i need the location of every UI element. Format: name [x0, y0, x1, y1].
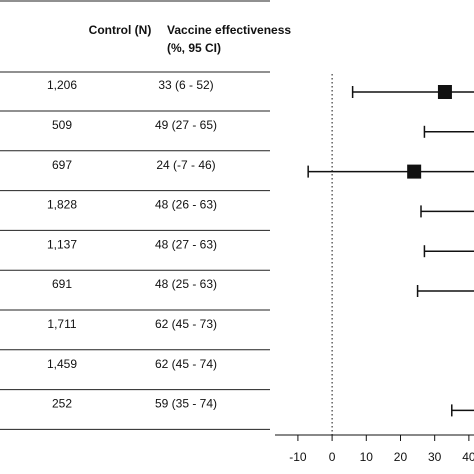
control-n: 1,459 — [47, 357, 77, 371]
control-n: 252 — [52, 397, 72, 411]
x-tick-label: 40 — [462, 450, 474, 464]
control-n: 691 — [52, 277, 72, 291]
control-n: 1,828 — [47, 198, 77, 212]
x-tick-label: -10 — [289, 450, 307, 464]
ve-label: 24 (-7 - 46) — [156, 158, 215, 172]
x-tick-label: 20 — [394, 450, 408, 464]
ve-label: 33 (6 - 52) — [158, 78, 213, 92]
control-n: 697 — [52, 158, 72, 172]
control-n: 1,137 — [47, 237, 77, 251]
column-header: (%, 95 CI) — [167, 41, 221, 55]
ve-label: 62 (45 - 73) — [155, 317, 217, 331]
ve-label: 48 (25 - 63) — [155, 277, 217, 291]
ve-label: 62 (45 - 74) — [155, 357, 217, 371]
plot-area — [307, 85, 474, 417]
control-n: 509 — [52, 118, 72, 132]
x-tick-label: 30 — [428, 450, 442, 464]
ve-label: 48 (27 - 63) — [155, 237, 217, 251]
ve-label: 49 (27 - 65) — [155, 118, 217, 132]
x-tick-label: 10 — [360, 450, 374, 464]
control-n: 1,711 — [47, 317, 76, 331]
control-n: 1,206 — [47, 78, 77, 92]
ve-label: 48 (26 - 63) — [155, 198, 217, 212]
estimate-marker — [437, 85, 452, 99]
x-tick-label: 0 — [329, 450, 336, 464]
ve-label: 59 (35 - 74) — [155, 397, 217, 411]
column-header: Control (N) — [89, 23, 152, 37]
estimate-marker — [407, 164, 422, 179]
column-header: Vaccine effectiveness — [167, 23, 291, 37]
